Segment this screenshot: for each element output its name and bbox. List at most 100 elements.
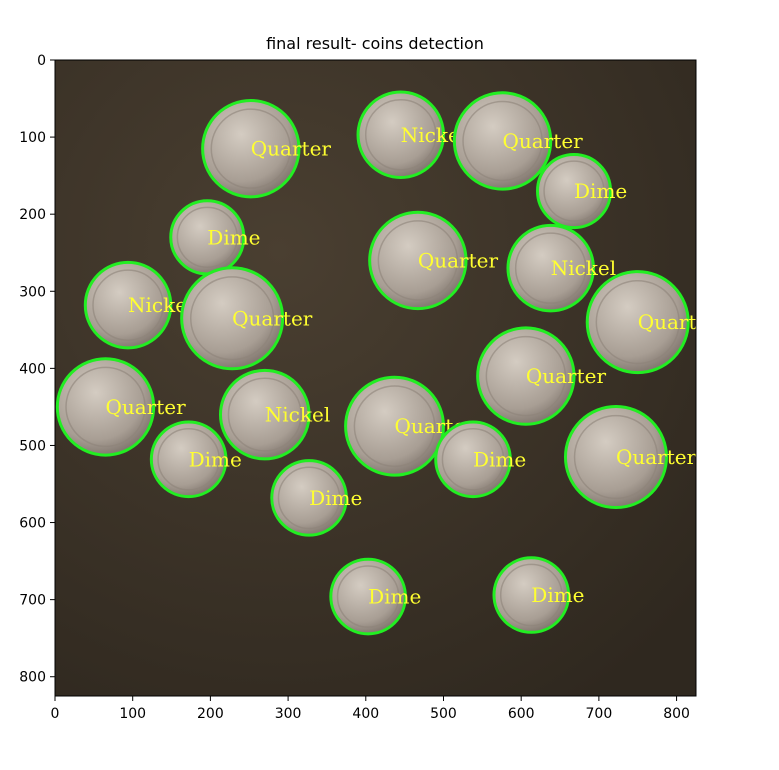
- coin-quarter: Quarter: [563, 405, 697, 510]
- coin-body: [85, 262, 171, 348]
- coin-rim: [543, 160, 605, 222]
- coin-label: Quarter: [232, 306, 313, 330]
- y-tick-label: 700: [19, 593, 46, 609]
- detection-circle: [83, 260, 173, 350]
- coin-rim: [336, 565, 400, 628]
- y-tick-label: 300: [19, 284, 46, 300]
- detection-circle: [585, 270, 690, 375]
- y-tick-label: 400: [19, 361, 46, 377]
- coin-rim: [485, 335, 567, 417]
- coin-label: Nickel: [265, 403, 330, 427]
- coin-body: [202, 100, 299, 197]
- detection-circle: [270, 459, 348, 537]
- coin-dime: Dime: [270, 459, 362, 537]
- y-tick-label: 200: [19, 207, 46, 223]
- coin-quarter: Quarter: [344, 375, 475, 477]
- x-axis: 0 100 200 300 400 500 600 700 800: [51, 696, 690, 722]
- coin-dime: Dime: [535, 153, 627, 230]
- coin-rim: [499, 563, 563, 627]
- coin-dime: Dime: [434, 420, 526, 499]
- coin-rim: [514, 232, 587, 304]
- coin-label: Dime: [368, 585, 421, 609]
- detection-circle: [563, 405, 668, 510]
- coin-rim: [92, 269, 164, 341]
- coin-body: [477, 327, 575, 425]
- coin-quarter: Quarter: [452, 91, 584, 191]
- y-tick-label: 100: [19, 130, 46, 146]
- coin-label: Dime: [473, 447, 526, 471]
- coin-body: [565, 406, 667, 508]
- coin-nickel: Nickel: [506, 223, 616, 313]
- coin-quarter: Quarter: [180, 266, 313, 371]
- x-tick-label: 400: [352, 706, 379, 722]
- coin-body: [587, 271, 689, 373]
- coin-rim: [364, 98, 437, 171]
- coin-quarter: Quarter: [476, 326, 607, 426]
- coin-quarter: Quarter: [55, 357, 187, 457]
- detection-circle: [492, 556, 571, 634]
- detection-circle: [218, 368, 311, 461]
- x-tick-label: 700: [586, 706, 613, 722]
- coin-body: [170, 200, 244, 274]
- coin-label: Quarter: [106, 395, 187, 419]
- coin-quarter: Quarter: [585, 270, 719, 375]
- detection-circle: [149, 420, 228, 499]
- coin-label: Dime: [189, 447, 242, 471]
- coin-label: Quarter: [638, 310, 719, 334]
- coin-dime: Dime: [492, 556, 585, 634]
- coin-body: [537, 154, 611, 228]
- detection-circle: [356, 90, 445, 180]
- coin-rim: [189, 276, 275, 361]
- detection-circle: [452, 91, 553, 191]
- x-tick-label: 600: [508, 706, 535, 722]
- plot-frame: [54, 59, 697, 697]
- coin-label: Quarter: [418, 248, 499, 272]
- coin-rim: [277, 466, 341, 530]
- coin-label: Quarter: [251, 137, 332, 161]
- coin-nickel: Nickel: [218, 368, 330, 461]
- coin-label: Dime: [309, 486, 362, 510]
- coin-label: Quarter: [503, 129, 584, 153]
- coin-dime: Dime: [329, 557, 421, 636]
- y-axis: 0 100 200 300 400 500 600 700 800: [19, 53, 55, 686]
- coin-rim: [157, 427, 220, 491]
- y-tick-label: 500: [19, 438, 46, 454]
- coin-rim: [595, 279, 680, 365]
- coin-rim: [441, 427, 505, 491]
- coin-rim: [65, 366, 146, 448]
- x-tick-label: 200: [197, 706, 224, 722]
- detection-circle: [535, 153, 613, 230]
- coin-body: [369, 212, 467, 309]
- coin-quarter: Quarter: [201, 98, 332, 199]
- chart-title: final result- coins detection: [266, 34, 484, 53]
- coin-body: [271, 460, 347, 536]
- detection-circle: [434, 420, 512, 499]
- coin-label: Nickel: [551, 256, 616, 280]
- detection-circle: [344, 375, 445, 477]
- detection-circle: [476, 326, 576, 426]
- x-tick-label: 0: [51, 706, 60, 722]
- detection-circle: [368, 210, 468, 311]
- detection-circle: [201, 98, 301, 199]
- coin-rim: [377, 220, 459, 301]
- coin-body: [435, 422, 511, 497]
- detection-circle: [506, 223, 595, 313]
- coin-body: [330, 559, 406, 634]
- x-tick-label: 800: [663, 706, 690, 722]
- y-tick-label: 600: [19, 516, 46, 532]
- coin-rim: [353, 385, 436, 468]
- coin-label: Quarter: [616, 445, 697, 469]
- detection-circle: [180, 266, 285, 371]
- coin-label: Quarter: [526, 364, 607, 388]
- coin-body: [181, 267, 283, 369]
- coin-rim: [176, 206, 238, 269]
- y-tick-label: 800: [19, 670, 46, 686]
- y-tick-label: 0: [37, 53, 46, 69]
- coin-body: [151, 422, 226, 497]
- x-tick-label: 100: [119, 706, 146, 722]
- x-tick-label: 300: [275, 706, 302, 722]
- x-tick-label: 500: [430, 706, 457, 722]
- coin-body: [507, 225, 594, 311]
